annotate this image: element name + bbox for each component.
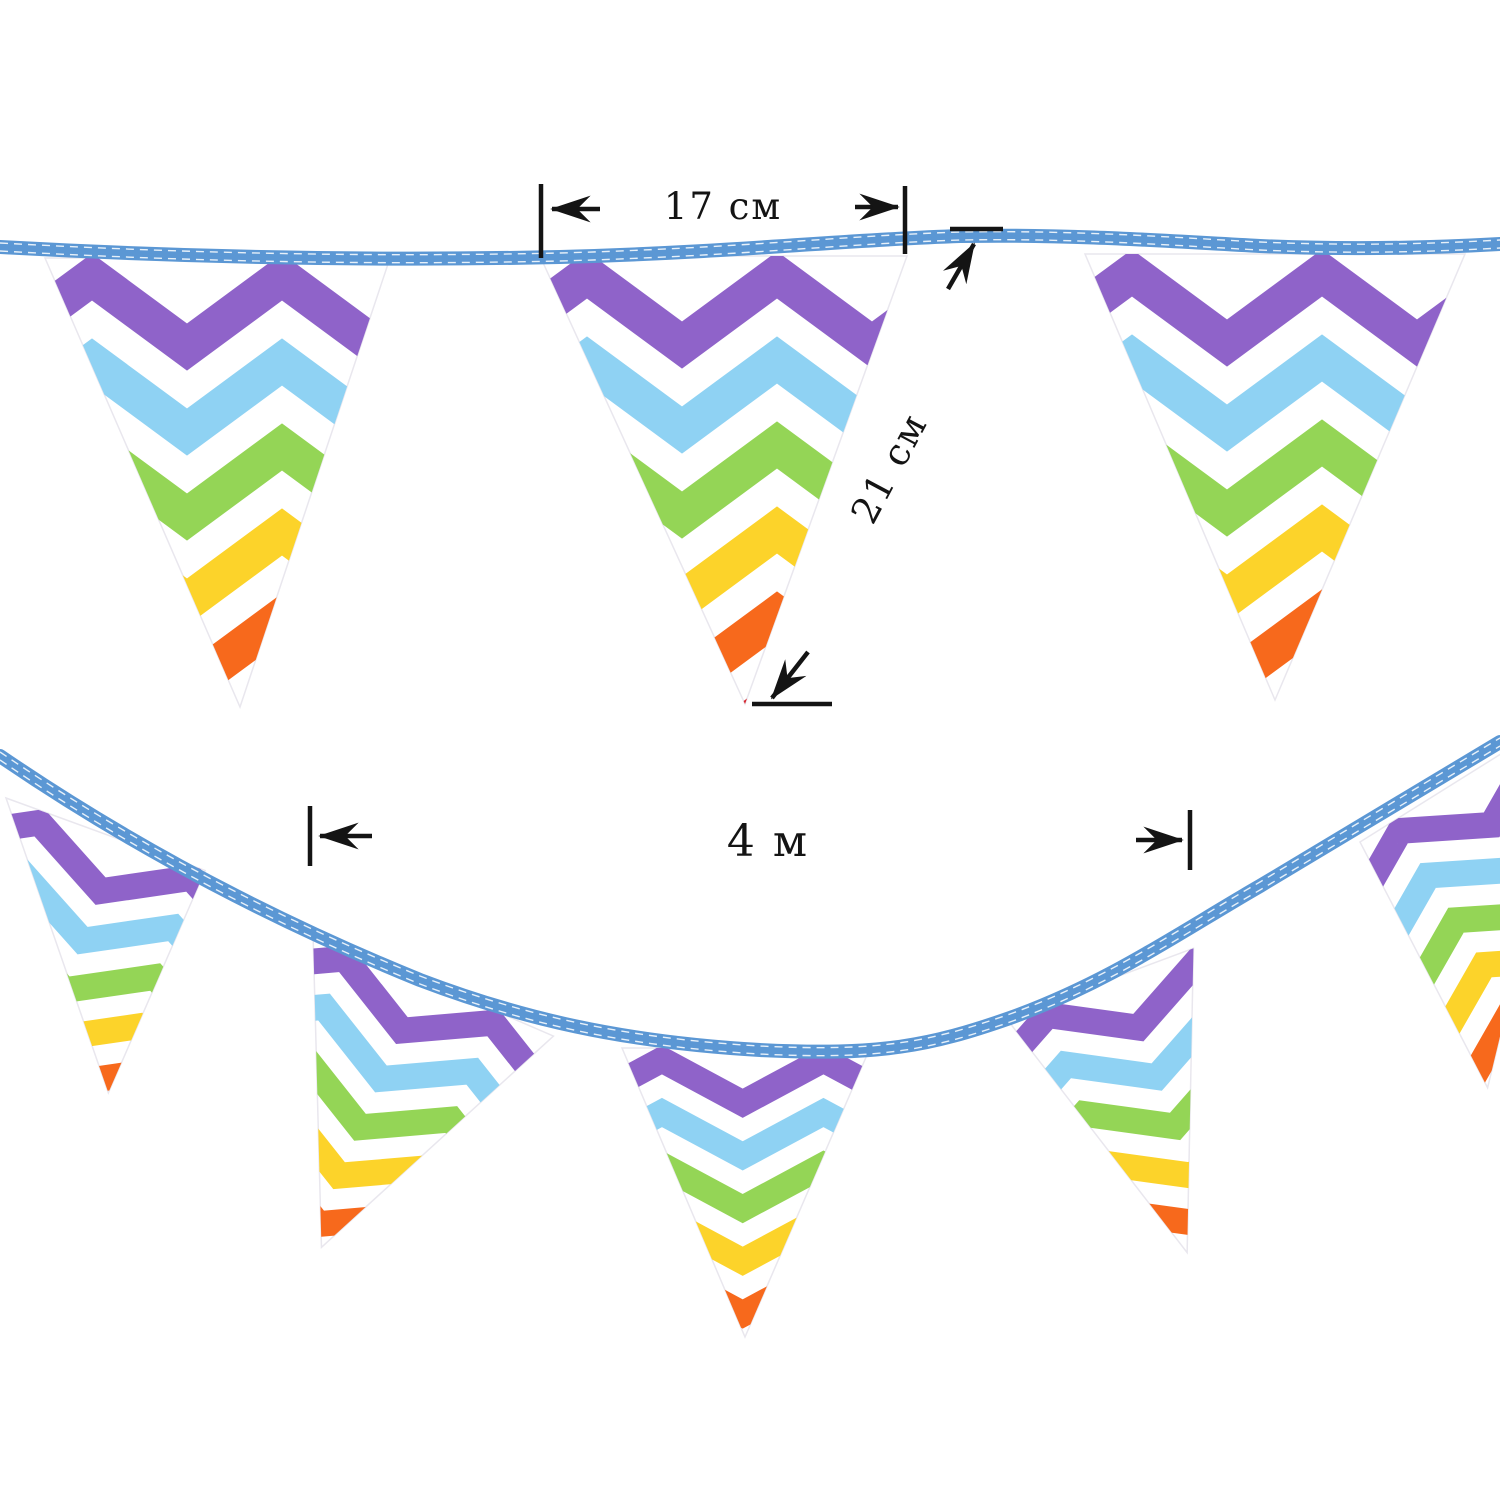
pennant-bottom-5: [1257, 574, 1500, 1177]
rope-stitching: [0, 238, 1500, 264]
pennant-top-3: [942, 253, 1500, 768]
chevron-pattern: [500, 1060, 1146, 1367]
dimension-annotations: 17 см 21 см 4 м: [307, 184, 1193, 870]
chevron-pattern: [397, 275, 1157, 770]
pennant-bottom-3: [500, 1047, 1146, 1367]
rope-bottom: [0, 735, 1500, 1059]
dimension-label-garland-length: 4 м: [727, 816, 809, 867]
dimension-garland-length: 4 м: [307, 806, 1193, 870]
rope-stitching: [0, 230, 1500, 256]
pennant-bottom-1: [0, 796, 207, 1276]
dimension-arrow-top: [942, 242, 976, 291]
dimension-arrow-bottom: [770, 650, 810, 700]
dimension-label-pennant-width: 17 см: [664, 185, 782, 228]
rope-stitching: [0, 737, 1500, 1049]
bottom-garland: [0, 574, 1500, 1367]
chevron-pattern: [942, 273, 1500, 768]
pennant-fabric: [1359, 702, 1500, 1090]
rope-top: [0, 228, 1500, 266]
dimension-pennant-width: 17 см: [538, 184, 908, 258]
rope-stitching: [0, 745, 1500, 1057]
top-garland: [0, 228, 1500, 770]
chevron-pattern: [1263, 574, 1500, 1177]
pennant-top-1: [43, 257, 392, 710]
dimension-label-pennant-height: 21 см: [843, 406, 937, 531]
